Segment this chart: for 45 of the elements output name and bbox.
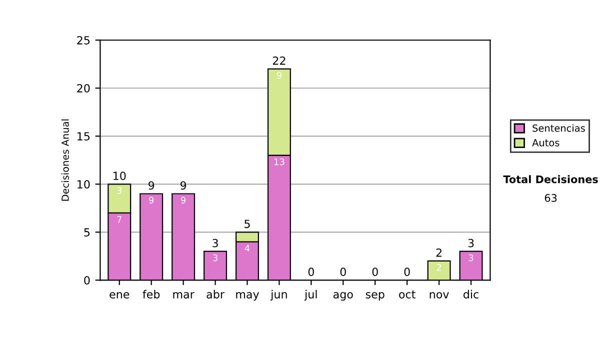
x-tick-label: ago bbox=[333, 292, 353, 301]
total-label: 10 bbox=[114, 172, 126, 180]
legend-label: Sentencias bbox=[532, 124, 585, 132]
total-label: 0 bbox=[404, 268, 410, 276]
total-label: 5 bbox=[244, 220, 250, 228]
total-label: 9 bbox=[148, 181, 154, 190]
data-label: 7 bbox=[117, 216, 122, 223]
y-tick-label: 5 bbox=[84, 228, 90, 237]
data-label: 9 bbox=[149, 196, 154, 204]
total-label: 9 bbox=[180, 181, 186, 190]
data-label: 3 bbox=[468, 254, 474, 262]
total-label: 3 bbox=[468, 238, 474, 248]
x-tick-label: oct bbox=[399, 290, 416, 298]
total-label: 2 bbox=[436, 248, 442, 257]
y-tick-label: 10 bbox=[78, 180, 90, 189]
x-tick-label: nov bbox=[430, 292, 449, 298]
x-tick-label: abr bbox=[206, 290, 224, 298]
data-label: 4 bbox=[244, 244, 250, 252]
total-label: 22 bbox=[272, 56, 286, 65]
x-tick-label: may bbox=[236, 292, 260, 301]
y-tick-label: 25 bbox=[77, 36, 90, 44]
data-label: 9 bbox=[181, 196, 186, 204]
x-tick-label: jul bbox=[304, 290, 317, 301]
y-axis-title: Decisiones Anual bbox=[61, 119, 69, 201]
x-tick-label: jun bbox=[270, 290, 287, 301]
y-tick-label: 0 bbox=[84, 276, 90, 285]
text: Total Decisiones bbox=[503, 175, 598, 184]
data-label: 2 bbox=[436, 264, 442, 271]
x-tick-label: mar bbox=[173, 292, 194, 298]
x-tick-label: sep bbox=[366, 292, 384, 301]
y-tick-label: 20 bbox=[77, 84, 90, 93]
data-label: 9 bbox=[276, 72, 282, 79]
data-label: 3 bbox=[213, 254, 218, 262]
y-tick-label: 15 bbox=[78, 132, 90, 141]
total-label: 3 bbox=[212, 238, 218, 248]
total-label: 0 bbox=[308, 268, 314, 276]
legend-label: Autos bbox=[532, 139, 560, 146]
x-tick-label: ene bbox=[110, 292, 130, 298]
total-label: 0 bbox=[372, 268, 378, 276]
text: 63 bbox=[544, 194, 557, 202]
data-label: 13 bbox=[274, 158, 284, 166]
x-tick-label: dic bbox=[464, 290, 478, 298]
data-label: 3 bbox=[117, 187, 122, 194]
x-tick-label: feb bbox=[142, 290, 160, 298]
total-label: 0 bbox=[340, 268, 346, 276]
